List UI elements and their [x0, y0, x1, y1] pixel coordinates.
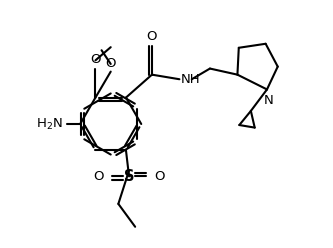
Text: S: S [124, 169, 134, 184]
Text: NH: NH [181, 73, 201, 86]
Text: O: O [154, 170, 165, 183]
Text: H$_2$N: H$_2$N [36, 117, 63, 131]
Text: O: O [90, 53, 101, 66]
Text: O: O [93, 170, 104, 183]
Text: methoxy: methoxy [112, 45, 118, 46]
Text: N: N [263, 94, 273, 107]
Text: O: O [147, 30, 157, 43]
Text: O: O [106, 57, 116, 70]
